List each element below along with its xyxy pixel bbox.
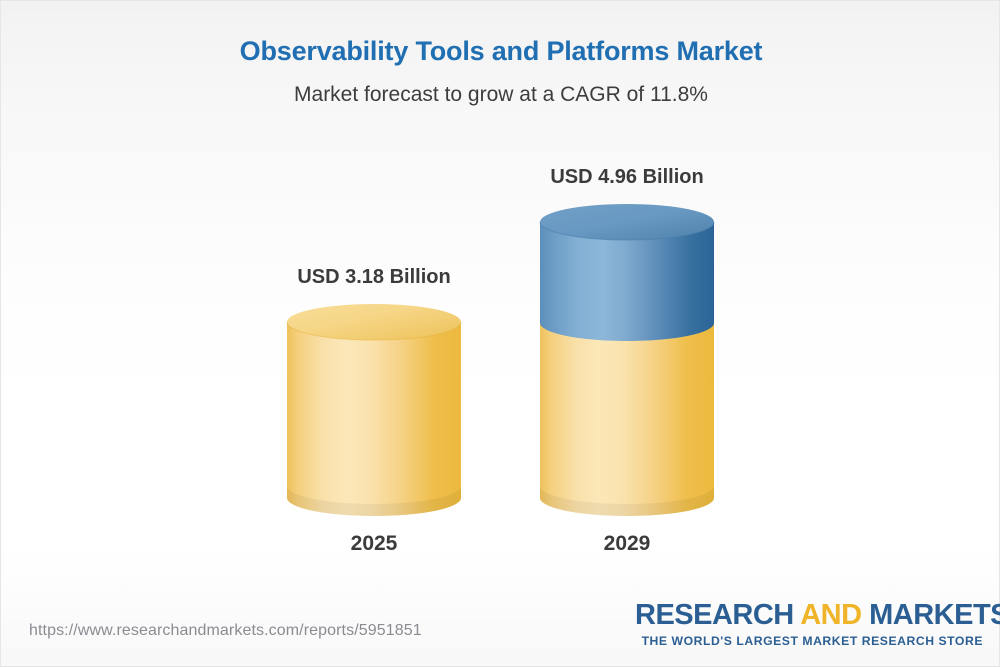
- logo-word-research: RESEARCH: [635, 599, 794, 631]
- logo-word-and: AND: [800, 599, 862, 631]
- research-and-markets-logo[interactable]: RESEARCH AND MARKETS THE WORLD'S LARGEST…: [635, 599, 1000, 648]
- chart-header: Observability Tools and Platforms Market…: [1, 35, 1000, 108]
- logo-tagline: THE WORLD'S LARGEST MARKET RESEARCH STOR…: [641, 633, 983, 648]
- chart-title: Observability Tools and Platforms Market: [239, 36, 763, 66]
- report-url[interactable]: https://www.researchandmarkets.com/repor…: [29, 622, 422, 639]
- chart-subtitle: Market forecast to grow at a CAGR of 11.…: [294, 83, 708, 107]
- bar-value-label-2025: USD 3.18 Billion: [297, 266, 451, 288]
- bar-category-label-2029: 2029: [603, 532, 651, 555]
- logo-word-markets: MARKETS: [869, 599, 1000, 631]
- logo-wordmark: RESEARCH AND MARKETS: [635, 599, 1000, 631]
- cylinder-2025: [286, 304, 462, 516]
- bar-value-label-2029: USD 4.96 Billion: [550, 166, 704, 188]
- bar-category-label-2025: 2025: [350, 532, 398, 555]
- cylinder-2029: [539, 204, 715, 516]
